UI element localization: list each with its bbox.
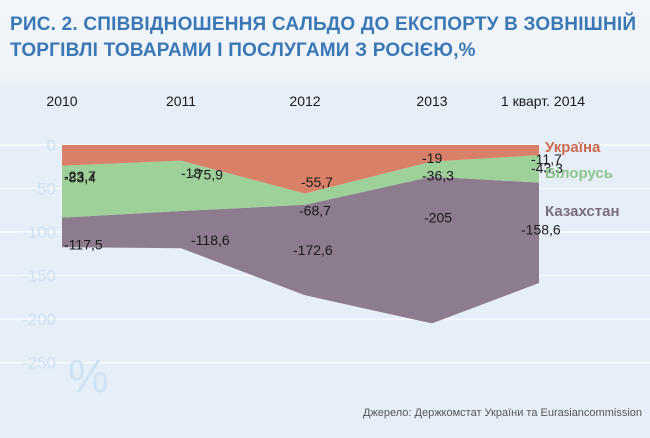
source-note: Джерело: Держкомстат України та Eurasian… (362, 407, 642, 419)
legend-ukraine: Україна (545, 139, 601, 156)
area-ukraine (62, 145, 539, 194)
data-label: -36,3 (422, 168, 454, 184)
y-tick-label: -250 (22, 354, 56, 373)
category-label: 2012 (289, 93, 320, 109)
legend-kazakhstan: Казахстан (545, 203, 620, 220)
category-label: 2011 (166, 93, 196, 109)
y-tick-label: -150 (22, 267, 56, 286)
data-label: -172,6 (293, 242, 333, 258)
data-label: -75,9 (191, 167, 223, 183)
data-label: -11,7 (531, 151, 562, 167)
data-label: -23,7 (64, 168, 96, 184)
y-tick-label: -200 (22, 310, 56, 329)
data-label: -68,7 (299, 202, 331, 218)
category-label: 2013 (416, 93, 447, 109)
data-label: -118,6 (191, 232, 230, 248)
footer-background (0, 402, 650, 438)
data-label: -18 (181, 165, 201, 181)
chart-title: РИС. 2. СПІВВІДНОШЕННЯ САЛЬДО ДО ЕКСПОРТ… (10, 14, 637, 61)
data-label: -55,7 (301, 174, 333, 190)
area-kazakhstan (62, 176, 539, 324)
data-label: -19 (422, 150, 442, 166)
data-label: -117,5 (64, 237, 103, 253)
y-tick-label: -50 (31, 180, 56, 199)
legend-belarus: Білорусь (545, 165, 613, 182)
data-label: -43,3 (531, 160, 563, 176)
y-tick-label: 0 (47, 136, 56, 155)
data-label: -158,6 (521, 222, 561, 238)
unit-symbol: % (68, 350, 109, 402)
category-label: 2010 (46, 93, 77, 109)
area-belarus (62, 155, 539, 218)
data-label: -83,4 (64, 170, 96, 186)
category-label: 1 кварт. 2014 (501, 93, 585, 109)
y-tick-label: -100 (22, 223, 56, 242)
title-band (0, 0, 650, 84)
data-label: -205 (424, 210, 452, 226)
